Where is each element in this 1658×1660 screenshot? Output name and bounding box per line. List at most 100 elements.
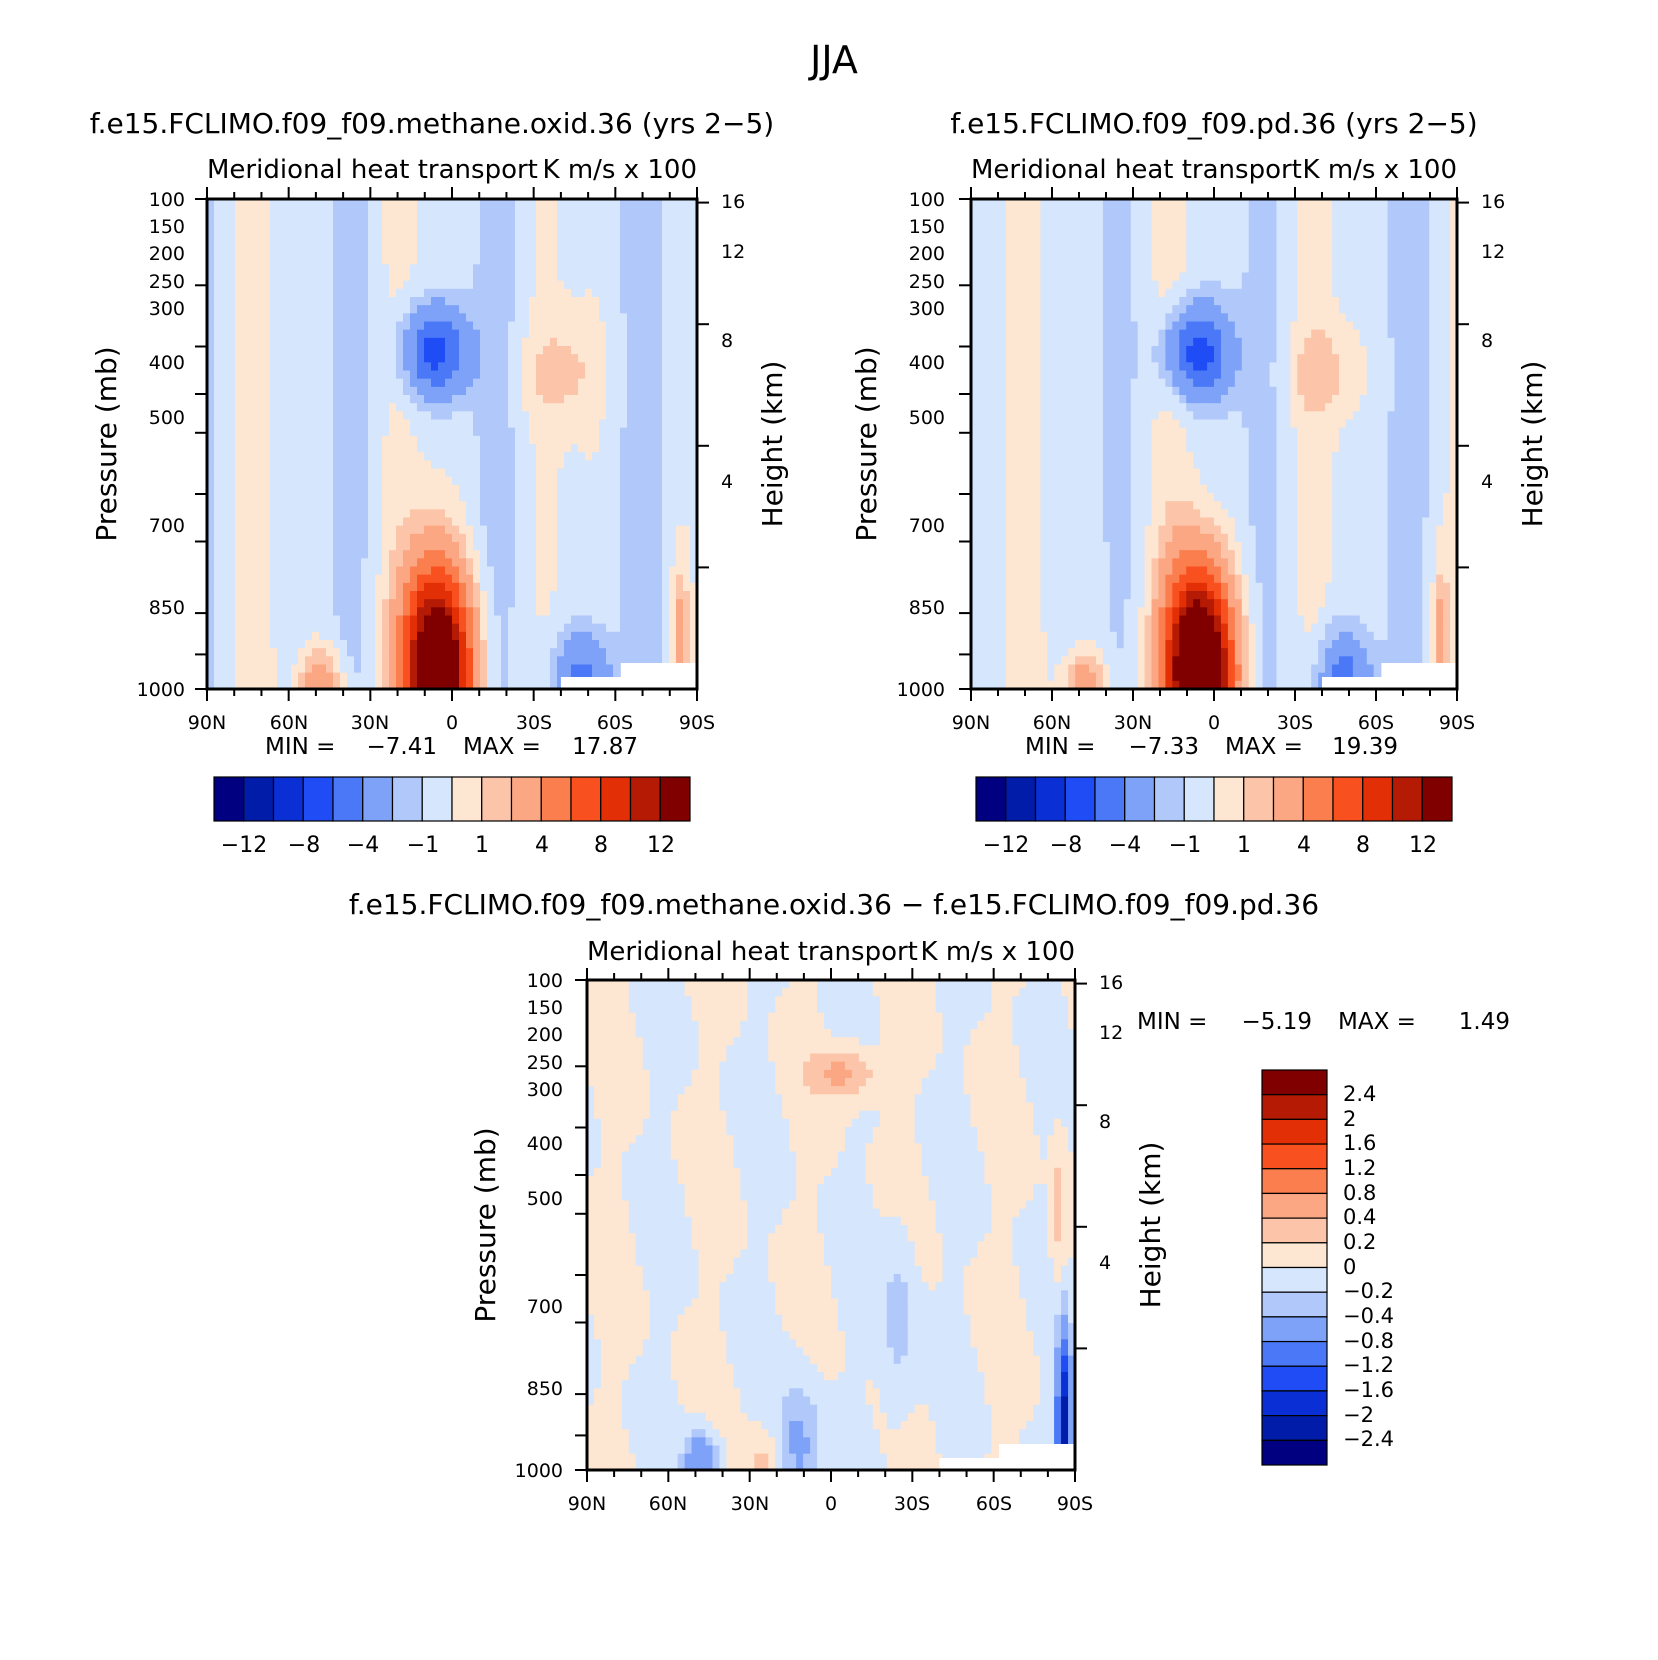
contour-cell <box>284 672 292 682</box>
contour-cell <box>228 501 236 510</box>
contour-cell <box>655 550 663 559</box>
contour-cell <box>319 354 327 363</box>
contour-cell <box>501 427 509 437</box>
contour-cell <box>1123 256 1132 265</box>
contour-cell <box>578 305 586 314</box>
x-tick-label: 30N <box>351 712 389 734</box>
contour-cell <box>1290 248 1298 257</box>
contour-cell <box>480 599 488 608</box>
contour-cell <box>592 599 600 608</box>
contour-cell <box>396 288 404 298</box>
contour-cell <box>396 640 404 649</box>
contour-cell <box>655 256 663 265</box>
contour-cell <box>557 558 565 568</box>
contour-cell <box>613 435 621 445</box>
contour-cell <box>445 656 453 666</box>
contour-cell <box>508 403 516 412</box>
contour-cell <box>1269 272 1278 282</box>
contour-cell <box>690 386 697 396</box>
contour-cell <box>431 517 439 527</box>
contour-cell <box>1144 199 1153 208</box>
contour-cell <box>1151 199 1160 208</box>
contour-cell <box>305 427 313 437</box>
contour-cell <box>249 337 257 347</box>
contour-cell <box>326 452 334 461</box>
contour-cell <box>396 329 404 339</box>
contour-cell <box>249 321 257 331</box>
contour-cell <box>1089 215 1097 225</box>
contour-cell <box>305 476 313 486</box>
contour-cell <box>228 582 236 592</box>
contour-cell <box>410 468 418 478</box>
contour-cell <box>515 321 523 331</box>
contour-cell <box>627 354 635 363</box>
contour-cell <box>291 321 299 331</box>
contour-cell <box>613 313 621 323</box>
contour-cell <box>592 435 600 445</box>
contour-cell <box>508 313 516 323</box>
contour-cell <box>410 207 418 216</box>
contour-cell <box>578 199 586 208</box>
contour-cell <box>1116 199 1125 208</box>
contour-cell <box>382 435 390 445</box>
contour-cell <box>1359 239 1368 249</box>
contour-cell <box>361 566 369 576</box>
contour-cell <box>445 231 453 241</box>
contour-cell <box>298 370 306 380</box>
contour-cell <box>326 484 334 494</box>
contour-cell <box>242 509 250 519</box>
contour-cell <box>683 542 691 551</box>
contour-cell <box>550 476 558 486</box>
contour-cell <box>270 484 278 494</box>
contour-cell <box>543 558 551 568</box>
contour-cell <box>543 476 551 486</box>
contour-cell <box>508 419 516 429</box>
contour-cell <box>354 444 362 453</box>
contour-cell <box>452 280 460 290</box>
min-label: MIN = <box>265 734 335 760</box>
contour-cell <box>424 264 432 274</box>
contour-cell <box>655 231 663 241</box>
contour-cell <box>235 215 243 225</box>
contour-cell <box>333 656 341 666</box>
contour-cell <box>319 272 327 282</box>
contour-cell <box>382 362 390 372</box>
contour-cell <box>466 256 474 265</box>
contour-cell <box>564 419 572 429</box>
contour-cell <box>375 386 383 396</box>
contour-cell <box>249 460 257 470</box>
contour-cell <box>431 444 439 453</box>
contour-cell <box>277 435 285 445</box>
contour-cell <box>487 550 495 559</box>
contour-cell <box>438 533 446 543</box>
contour-cell <box>592 656 600 666</box>
contour-cell <box>277 329 285 339</box>
contour-cell <box>585 231 593 241</box>
contour-cell <box>648 542 656 551</box>
contour-cell <box>214 288 222 298</box>
contour-cell <box>1422 231 1430 241</box>
contour-cell <box>613 403 621 412</box>
contour-cell <box>256 370 264 380</box>
contour-cell <box>578 264 586 274</box>
contour-cell <box>1214 272 1222 282</box>
colorbar-box <box>243 776 275 822</box>
contour-cell <box>312 509 320 519</box>
contour-cell <box>480 664 488 674</box>
contour-cell <box>536 280 544 290</box>
contour-cell <box>592 640 600 649</box>
contour-cell <box>501 656 509 666</box>
contour-cell <box>543 468 551 478</box>
contour-cell <box>354 239 362 249</box>
contour-cell <box>466 648 474 657</box>
contour-cell <box>669 207 677 216</box>
contour-cell <box>1172 248 1180 257</box>
contour-cell <box>438 435 446 445</box>
contour-cell <box>214 468 222 478</box>
contour-cell <box>690 313 697 323</box>
contour-cell <box>522 550 530 559</box>
contour-cell <box>515 305 523 314</box>
contour-cell <box>389 542 397 551</box>
contour-cell <box>221 517 229 527</box>
contour-cell <box>508 297 516 306</box>
